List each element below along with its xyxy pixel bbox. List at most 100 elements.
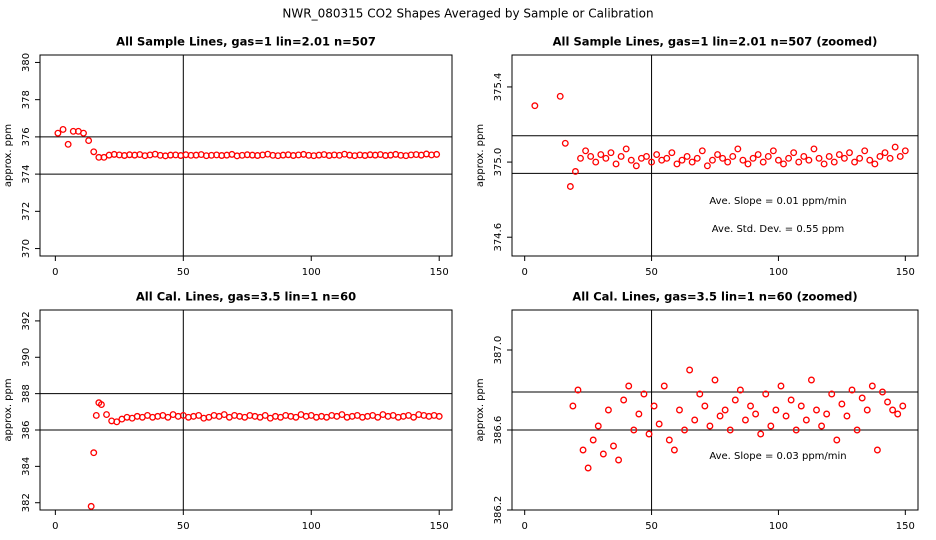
point (747, 402, 754, 410)
point (785, 154, 793, 162)
point (607, 149, 615, 157)
points (54, 125, 441, 161)
panel: All Sample Lines, gas=1 lin=2.01 n=507 ap… (3, 35, 453, 278)
point (594, 422, 602, 430)
point (686, 366, 694, 374)
points (569, 366, 907, 472)
point (764, 152, 772, 160)
y-tick-label: 390 (21, 348, 32, 367)
x-tick-label: 100 (769, 521, 788, 532)
point (891, 143, 899, 151)
point (843, 412, 851, 420)
y-axis-label: approx. ppm (475, 124, 486, 187)
point (569, 402, 577, 410)
annotation: Ave. Std. Dev. = 0.55 ppm (712, 224, 844, 235)
y-axis-label: approx. ppm (475, 378, 486, 441)
point (617, 152, 625, 160)
figure-title: NWR_080315 CO2 Shapes Averaged by Sample… (282, 7, 653, 21)
point (696, 390, 704, 398)
point (815, 154, 823, 162)
x-tick-label: 50 (177, 521, 190, 532)
x-tick-label: 150 (896, 267, 915, 278)
panel-title: All Sample Lines, gas=1 lin=2.01 n=507 (116, 35, 376, 49)
x-tick-label: 150 (430, 267, 449, 278)
point (574, 386, 582, 394)
point (604, 406, 612, 414)
point (195, 412, 203, 419)
y-tick-label: 382 (21, 493, 32, 512)
point (835, 151, 843, 159)
point (780, 160, 787, 168)
y-tick-label: 392 (21, 311, 32, 330)
point (777, 382, 785, 390)
point (678, 156, 686, 164)
point (80, 129, 87, 137)
point (556, 92, 564, 100)
point (716, 412, 724, 420)
point (681, 426, 688, 434)
point (670, 446, 678, 454)
point (703, 162, 711, 170)
points (531, 92, 909, 190)
point (531, 102, 539, 110)
point (833, 436, 841, 444)
x-tick-label: 50 (645, 521, 658, 532)
annotation: Ave. Slope = 0.03 ppm/min (709, 451, 846, 462)
point (103, 411, 110, 418)
x-tick-label: 50 (177, 267, 190, 278)
point (828, 390, 836, 398)
point (749, 154, 757, 162)
point (92, 412, 100, 419)
plot-frame (511, 54, 919, 257)
x-tick-label: 50 (645, 267, 658, 278)
panel: All Cal. Lines, gas=3.5 lin=1 n=60 (zoom… (475, 290, 919, 532)
x-tick-label: 0 (522, 267, 528, 278)
y-tick-label: 372 (21, 202, 32, 221)
point (701, 402, 709, 410)
point (59, 125, 67, 133)
point (85, 137, 93, 145)
point (571, 168, 579, 175)
point (374, 413, 382, 421)
point (810, 145, 818, 153)
point (640, 390, 648, 398)
point (876, 152, 884, 160)
point (830, 158, 838, 166)
point (881, 149, 889, 157)
point (767, 422, 775, 430)
y-axis-label: approx. ppm (3, 124, 14, 187)
point (673, 160, 681, 168)
point (863, 406, 871, 414)
point (851, 158, 859, 166)
point (292, 413, 300, 421)
point (97, 401, 105, 408)
point (797, 402, 805, 410)
point (871, 160, 879, 168)
point (726, 426, 734, 434)
point (736, 386, 744, 394)
point (665, 436, 673, 444)
point (769, 147, 777, 155)
point (338, 411, 346, 418)
point (711, 376, 719, 384)
y-tick-label: 374 (21, 165, 32, 184)
point (787, 396, 795, 404)
point (676, 406, 683, 414)
y-tick-label: 375.4 (493, 73, 504, 102)
point (663, 154, 671, 162)
point (90, 449, 98, 457)
point (734, 145, 742, 153)
point (840, 154, 848, 162)
y-tick-label: 386 (21, 420, 32, 439)
y-tick-label: 384 (21, 457, 32, 476)
point (599, 450, 607, 458)
point (724, 158, 732, 166)
point (579, 446, 587, 454)
x-tick-label: 100 (302, 521, 321, 532)
point (648, 158, 656, 166)
point (774, 156, 782, 164)
point (589, 436, 597, 444)
x-tick-label: 0 (52, 267, 58, 278)
point (762, 390, 770, 398)
point (54, 129, 62, 137)
